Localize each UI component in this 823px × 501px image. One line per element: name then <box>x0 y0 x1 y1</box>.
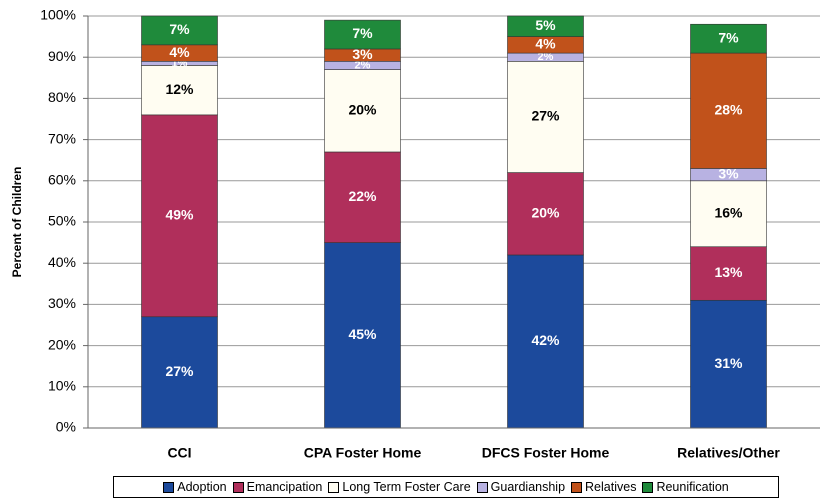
data-label: 28% <box>714 101 743 117</box>
legend: Adoption Emancipation Long Term Foster Car… <box>113 476 779 498</box>
data-label: 16% <box>714 204 743 220</box>
legend-swatch <box>163 481 175 493</box>
legend-swatch <box>476 481 488 493</box>
bar-segment <box>690 52 767 169</box>
data-label: 13% <box>714 264 743 280</box>
data-label: 12% <box>165 81 194 97</box>
bar-segment <box>141 114 218 318</box>
x-tick-label: DFCS Foster Home <box>482 445 610 461</box>
y-tick-label: 50% <box>48 213 76 229</box>
y-tick-label: 20% <box>48 336 76 352</box>
bar-segment <box>507 254 584 429</box>
bar-segment <box>507 61 584 173</box>
data-label: 3% <box>352 46 373 62</box>
bar-segment <box>324 151 401 243</box>
data-label: 20% <box>531 204 560 220</box>
legend-swatch <box>328 481 340 493</box>
bar-segment <box>507 15 584 37</box>
y-tick-label: 100% <box>40 7 76 23</box>
x-tick-label: CCI <box>167 445 191 461</box>
data-label: 31% <box>714 355 743 371</box>
legend-label: Long Term Foster Care <box>342 480 471 494</box>
legend-item: Relatives <box>571 480 636 494</box>
data-label: 4% <box>535 36 556 52</box>
x-tick-label: Relatives/Other <box>677 445 780 461</box>
bar-segment <box>324 69 401 153</box>
legend-swatch <box>232 481 244 493</box>
legend-item: Adoption <box>163 480 227 494</box>
bar-segment <box>141 65 218 116</box>
data-label: 27% <box>165 363 194 379</box>
data-label: 2% <box>355 59 371 71</box>
legend-item: Reunification <box>642 480 729 494</box>
data-label: 7% <box>718 29 739 45</box>
legend-label: Reunification <box>656 480 729 494</box>
y-tick-label: 60% <box>48 172 76 188</box>
y-tick-label: 70% <box>48 130 76 146</box>
bar-segment <box>690 23 767 54</box>
legend-item: Long Term Foster Care <box>328 480 471 494</box>
y-axis-label: Percent of Children <box>10 167 24 278</box>
y-tick-label: 40% <box>48 254 76 270</box>
legend-swatch <box>642 481 654 493</box>
bar-segment <box>141 15 218 46</box>
legend-item: Emancipation <box>232 480 323 494</box>
data-label: 7% <box>352 25 373 41</box>
y-tick-label: 90% <box>48 48 76 64</box>
chart: Percent of Children 0% 10% 20% 30% 40% 50% 60%… <box>10 7 820 461</box>
data-label: 3% <box>718 165 739 181</box>
bar-segment <box>324 19 401 50</box>
data-label: 2% <box>538 51 554 63</box>
data-label: 5% <box>535 17 556 33</box>
bar-segment <box>507 172 584 256</box>
y-tick-label: 10% <box>48 378 76 394</box>
data-label: 45% <box>348 326 377 342</box>
data-label: 49% <box>165 207 194 223</box>
y-tick-label: 30% <box>48 295 76 311</box>
bar-segment <box>690 246 767 301</box>
legend-label: Relatives <box>585 480 637 494</box>
legend-item: Guardianship <box>476 480 566 494</box>
data-label: 42% <box>531 332 560 348</box>
data-label: 4% <box>169 44 190 60</box>
x-tick-label: CPA Foster Home <box>304 445 422 461</box>
bar-segment <box>690 180 767 248</box>
legend-label: Adoption <box>177 480 227 494</box>
legend-swatch <box>571 481 583 493</box>
legend-label: Emancipation <box>246 480 323 494</box>
data-label: 20% <box>348 101 377 117</box>
bar-segment <box>690 299 767 429</box>
data-label: 22% <box>348 188 377 204</box>
y-tick-label: 80% <box>48 89 76 105</box>
legend-label: Guardianship <box>490 480 566 494</box>
y-tick-label: 0% <box>56 419 76 435</box>
data-label: 27% <box>531 108 560 124</box>
data-label: 7% <box>169 21 190 37</box>
bar-segment <box>141 316 218 429</box>
